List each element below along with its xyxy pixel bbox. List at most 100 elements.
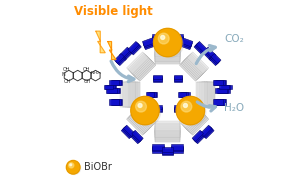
Circle shape — [156, 31, 183, 58]
Polygon shape — [162, 33, 173, 39]
Polygon shape — [121, 127, 133, 139]
Text: BiOBr: BiOBr — [84, 162, 112, 172]
Polygon shape — [194, 44, 205, 55]
Circle shape — [176, 96, 204, 125]
Polygon shape — [109, 99, 119, 105]
Polygon shape — [171, 147, 183, 153]
Circle shape — [69, 163, 74, 168]
Polygon shape — [143, 40, 157, 50]
Polygon shape — [128, 53, 150, 75]
Polygon shape — [130, 110, 152, 132]
Polygon shape — [155, 45, 181, 56]
Text: OH: OH — [84, 79, 91, 84]
Text: N: N — [61, 72, 65, 77]
Polygon shape — [181, 107, 203, 129]
Polygon shape — [152, 147, 164, 153]
Polygon shape — [114, 53, 124, 64]
Circle shape — [183, 104, 187, 107]
Polygon shape — [222, 85, 231, 89]
Polygon shape — [104, 85, 113, 89]
Polygon shape — [107, 88, 119, 93]
Polygon shape — [179, 37, 193, 47]
Circle shape — [158, 33, 169, 44]
Polygon shape — [179, 39, 192, 48]
Polygon shape — [122, 82, 131, 107]
Polygon shape — [133, 107, 155, 129]
Polygon shape — [111, 80, 121, 85]
Polygon shape — [105, 85, 115, 89]
Polygon shape — [134, 106, 156, 128]
Polygon shape — [155, 131, 181, 142]
Polygon shape — [153, 78, 161, 82]
Polygon shape — [111, 99, 121, 105]
Polygon shape — [152, 146, 164, 151]
Polygon shape — [171, 36, 183, 42]
Text: CO₂: CO₂ — [224, 34, 244, 44]
Polygon shape — [199, 82, 208, 107]
Polygon shape — [203, 49, 214, 61]
Polygon shape — [221, 85, 230, 89]
Polygon shape — [120, 82, 130, 107]
Polygon shape — [162, 149, 173, 154]
Polygon shape — [153, 105, 161, 109]
Polygon shape — [213, 80, 223, 85]
Polygon shape — [216, 99, 226, 105]
Polygon shape — [155, 54, 181, 64]
Polygon shape — [211, 53, 221, 64]
Polygon shape — [181, 58, 203, 80]
Polygon shape — [174, 76, 182, 81]
Polygon shape — [142, 37, 156, 47]
Polygon shape — [152, 37, 164, 43]
Polygon shape — [185, 112, 208, 134]
Polygon shape — [127, 82, 136, 107]
Polygon shape — [182, 108, 204, 130]
Polygon shape — [107, 85, 116, 89]
Polygon shape — [204, 82, 214, 107]
Polygon shape — [152, 144, 164, 150]
Polygon shape — [131, 57, 154, 79]
Polygon shape — [162, 147, 173, 152]
Polygon shape — [109, 88, 120, 93]
Text: Visible light: Visible light — [74, 5, 153, 18]
Polygon shape — [130, 132, 141, 144]
Polygon shape — [112, 99, 122, 105]
Polygon shape — [155, 121, 181, 132]
Polygon shape — [131, 131, 142, 143]
Polygon shape — [122, 49, 133, 61]
Polygon shape — [162, 150, 173, 155]
Polygon shape — [184, 111, 206, 133]
Text: OH: OH — [83, 67, 90, 72]
Polygon shape — [155, 49, 181, 59]
Polygon shape — [171, 37, 183, 43]
Circle shape — [134, 99, 161, 126]
Polygon shape — [152, 36, 164, 42]
Polygon shape — [130, 82, 140, 107]
Circle shape — [161, 36, 165, 40]
Circle shape — [136, 101, 146, 112]
Polygon shape — [215, 99, 225, 105]
Polygon shape — [129, 54, 151, 76]
Polygon shape — [134, 59, 156, 81]
Polygon shape — [155, 128, 181, 138]
Text: H₂O: H₂O — [224, 103, 244, 113]
Polygon shape — [153, 108, 161, 112]
Polygon shape — [155, 52, 181, 62]
Polygon shape — [192, 130, 204, 142]
Polygon shape — [213, 99, 223, 105]
Polygon shape — [143, 39, 157, 48]
Polygon shape — [171, 144, 183, 150]
Polygon shape — [174, 105, 182, 109]
Polygon shape — [109, 80, 119, 85]
Polygon shape — [155, 130, 181, 140]
Polygon shape — [209, 56, 219, 66]
Polygon shape — [146, 92, 154, 97]
Polygon shape — [174, 107, 182, 111]
Polygon shape — [216, 80, 226, 85]
Polygon shape — [123, 125, 135, 136]
Polygon shape — [155, 44, 181, 54]
Polygon shape — [178, 40, 192, 50]
Polygon shape — [218, 88, 230, 93]
Polygon shape — [174, 75, 182, 79]
Circle shape — [179, 99, 206, 126]
Circle shape — [66, 160, 80, 174]
